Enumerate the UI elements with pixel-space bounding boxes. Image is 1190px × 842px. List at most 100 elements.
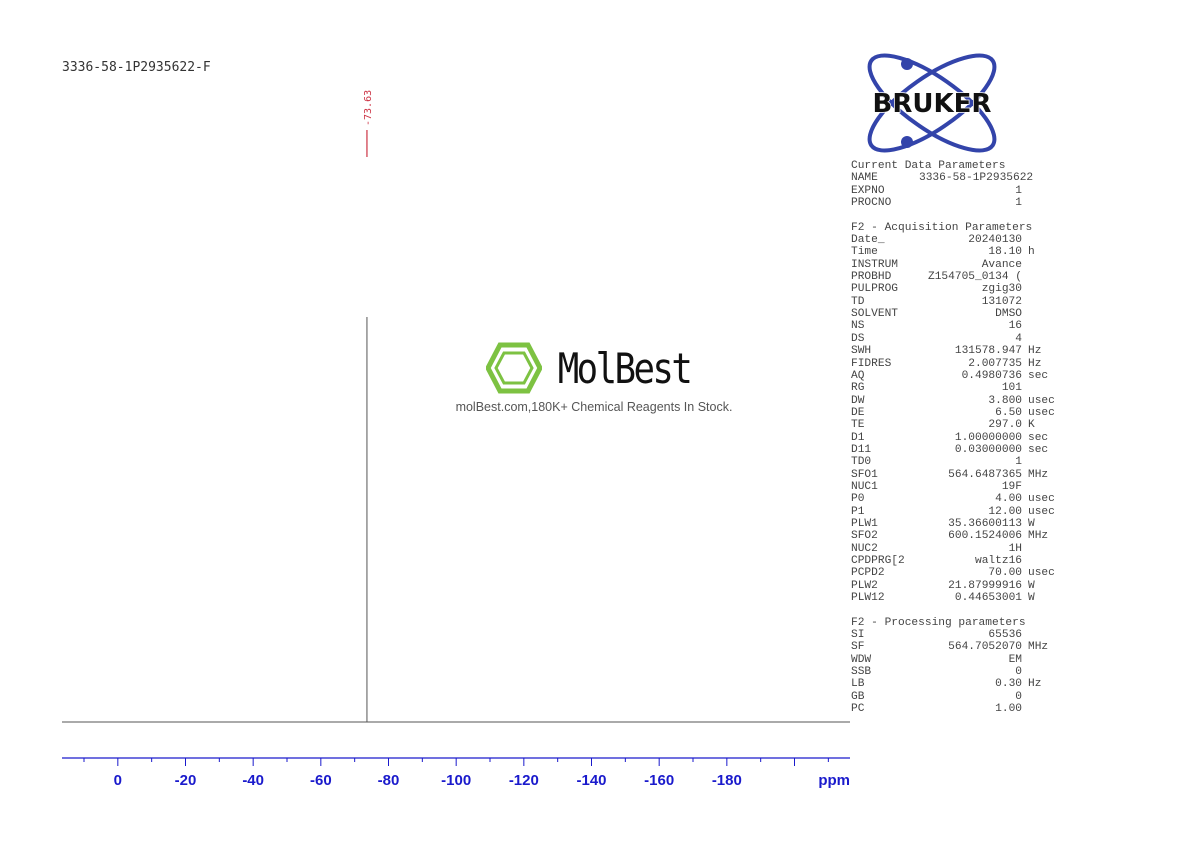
param-label: RG [851,382,865,395]
param-label: AQ [851,369,865,382]
param-value: 1 [1015,184,1022,197]
param-value: EM [1008,653,1022,666]
param-row: NUC2 1H [851,543,1055,555]
param-label: D1 [851,431,865,444]
param-label: TD0 [851,456,872,469]
x-axis-label: ppm [818,772,850,789]
param-unit: Hz [1028,357,1042,370]
param-row: SF 564.7052070 MHz [851,641,1055,653]
param-value: Z154705_0134 ( [928,271,1022,284]
param-row: CPDPRG[2 waltz16 [851,555,1055,567]
param-row: SFO1 564.6487365 MHz [851,469,1055,481]
param-row: PC 1.00 [851,703,1055,715]
param-value: 564.6487365 [948,468,1022,481]
param-value: 16 [1008,320,1022,333]
param-label: PLW1 [851,517,878,530]
param-label: CPDPRG[2 [851,555,905,567]
param-label: WDW [851,653,872,666]
param-value: 12.00 [988,505,1022,518]
param-row: DE 6.50 usec [851,407,1055,419]
param-value: 2.007735 [968,357,1022,370]
param-label: EXPNO [851,184,885,197]
param-label: D11 [851,443,872,456]
param-value: 1 [1015,456,1022,469]
param-unit: sec [1028,431,1049,444]
param-label: NS [851,320,865,333]
param-value: 600.1524006 [948,530,1022,543]
param-value: 131072 [981,295,1022,308]
param-row: SSB 0 [851,666,1055,678]
param-unit: MHz [1028,641,1049,654]
param-label: DE [851,406,865,419]
spectrum-title: 3336-58-1P2935622-F [62,60,211,75]
param-row: EXPNO 1 [851,185,1055,197]
x-tick-label: -160 [644,772,674,789]
param-label: NAME [851,172,878,185]
param-label: TE [851,419,865,432]
param-value: 18.10 [988,246,1022,259]
param-label: PCPD2 [851,567,885,580]
param-row: PLW1 35.36600113 W [851,518,1055,530]
watermark-name: MolBest [557,343,693,393]
param-value: 0.4980736 [961,369,1022,382]
param-row: PULPROG zgig30 [851,283,1055,295]
param-unit: W [1028,592,1035,605]
param-row: PROCNO 1 [851,197,1055,209]
param-unit: usec [1028,493,1055,506]
param-row: TD0 1 [851,456,1055,468]
param-label: NUC2 [851,542,878,555]
param-row: PLW12 0.44653001 W [851,592,1055,604]
x-tick-label: -140 [576,772,606,789]
param-unit: h [1028,246,1035,259]
param-unit: MHz [1028,530,1049,543]
param-value: waltz16 [975,555,1022,567]
param-row: D1 1.00000000 sec [851,432,1055,444]
param-label: SWH [851,345,872,358]
param-unit: sec [1028,369,1049,382]
param-value: 21.87999916 [948,579,1022,592]
param-label: PLW12 [851,592,885,605]
param-row: NAME 3336-58-1P2935622 [851,172,1055,184]
param-row: P0 4.00 usec [851,493,1055,505]
param-row: P1 12.00 usec [851,506,1055,518]
param-value: 4 [1015,332,1022,345]
param-row: SOLVENT DMSO [851,308,1055,320]
param-value: 564.7052070 [948,641,1022,654]
param-label: Time [851,246,878,259]
param-label: P0 [851,493,865,506]
param-label: SF [851,641,865,654]
param-value: 20240130 [968,234,1022,247]
param-value: 65536 [988,629,1022,642]
svg-text:BRUKER: BRUKER [873,89,992,119]
param-label: LB [851,678,865,691]
param-row: PCPD2 70.00 usec [851,567,1055,579]
x-tick-label: -60 [310,772,332,789]
param-value: Avance [981,258,1022,271]
bruker-logo: BRUKER [867,53,997,153]
param-value: 70.00 [988,567,1022,580]
param-value: 1H [1008,542,1022,555]
param-label: PROBHD [851,271,892,284]
param-value: 297.0 [988,419,1022,432]
param-label: GB [851,690,865,703]
param-label: SFO1 [851,468,878,481]
param-unit: usec [1028,505,1055,518]
parameters-panel: Current Data Parameters NAME 3336-58-1P293… [851,160,1055,715]
param-row: PROBHD Z154705_0134 ( [851,271,1055,283]
param-label: PLW2 [851,579,878,592]
param-row: SFO2 600.1524006 MHz [851,530,1055,542]
param-label: SI [851,629,865,642]
param-row: INSTRUM Avance [851,259,1055,271]
param-row: RG 101 [851,382,1055,394]
param-label: FIDRES [851,357,892,370]
param-value: 0 [1015,666,1022,679]
x-tick-label: -120 [509,772,539,789]
param-label: TD [851,295,865,308]
param-row: WDW EM [851,654,1055,666]
x-tick-label: -40 [242,772,264,789]
param-row: SWH 131578.947 Hz [851,345,1055,357]
param-label: SSB [851,666,872,679]
x-tick-label: -20 [175,772,197,789]
param-value: 0.30 [995,678,1022,691]
